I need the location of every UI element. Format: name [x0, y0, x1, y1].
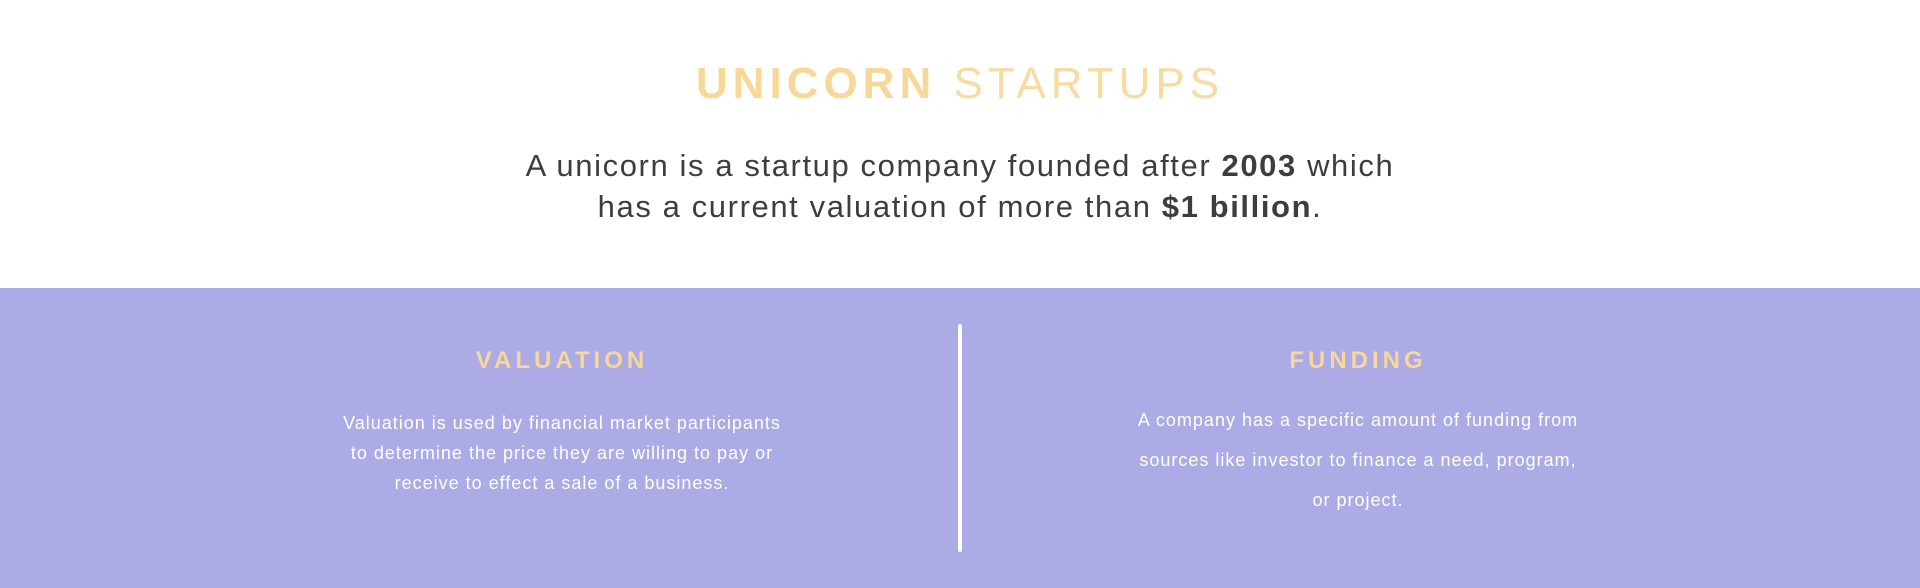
funding-line: A company has a specific amount of fundi…	[1137, 410, 1579, 430]
title-light: STARTUPS	[953, 59, 1225, 108]
funding-heading: FUNDING	[1289, 347, 1427, 374]
column-divider	[958, 324, 962, 552]
intro-year: 2003	[1221, 148, 1297, 183]
intro-part1: A unicorn is a startup company founded a…	[525, 148, 1222, 183]
page-title: UNICORN STARTUPS	[0, 58, 1920, 110]
valuation-line: to determine the price they are willing …	[350, 443, 774, 463]
hero-section: UNICORN STARTUPS A unicorn is a startup …	[0, 0, 1920, 288]
valuation-line: receive to effect a sale of a business.	[394, 473, 730, 493]
title-strong: UNICORN	[695, 59, 937, 108]
valuation-heading: VALUATION	[475, 347, 649, 374]
funding-line: or project.	[1312, 490, 1404, 510]
funding-text: A company has a specific amount of fundi…	[1108, 400, 1608, 520]
intro-text: A unicorn is a startup company founded a…	[0, 145, 1920, 227]
funding-line: sources like investor to finance a need,…	[1139, 450, 1577, 470]
intro-part4: .	[1312, 189, 1323, 224]
valuation-line: Valuation is used by financial market pa…	[343, 413, 781, 433]
info-band: VALUATION Valuation is used by financial…	[0, 288, 1920, 588]
intro-part3: has a current valuation of more than	[597, 189, 1162, 224]
valuation-text: Valuation is used by financial market pa…	[312, 408, 812, 498]
intro-part2: which	[1296, 148, 1395, 183]
intro-amount: $1 billion	[1161, 189, 1313, 224]
